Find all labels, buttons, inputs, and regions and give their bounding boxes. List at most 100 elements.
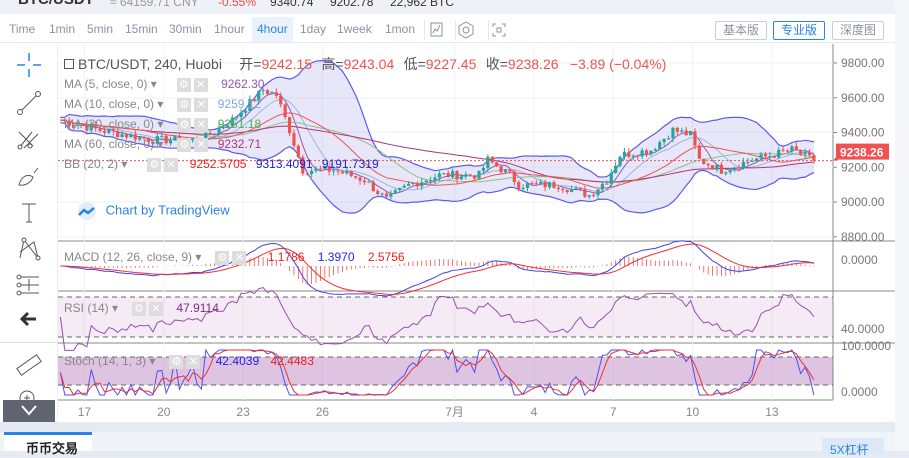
candle-body [340,171,345,174]
candle [318,165,322,171]
close-icon[interactable]: ✕ [186,354,201,369]
candle-body [367,181,371,183]
chart-panel [0,14,895,422]
tab-spot-trading[interactable]: 币币交易 [4,432,92,456]
low-label: 低= [403,56,426,72]
candle-body [371,181,375,192]
candle-body [265,90,270,94]
candle-body [415,183,419,187]
gear-icon[interactable]: ⚙ [132,301,147,316]
fullscreen-icon[interactable] [488,20,508,40]
interval-1min[interactable]: 1min [49,22,76,36]
brush-icon[interactable] [14,161,44,191]
measure-lines-icon[interactable] [14,270,44,300]
candle [433,173,437,184]
gear-icon[interactable]: ⚙ [177,97,192,112]
candle-body [486,156,490,168]
candle-body [120,134,124,138]
macd-signal-line [60,243,814,295]
close-icon[interactable]: ✕ [149,301,164,316]
candle [191,138,195,143]
close-icon[interactable]: ✕ [194,117,209,132]
date-tick: 10 [686,405,700,419]
interval-1week[interactable]: 1week [337,22,372,36]
close-icon[interactable]: ✕ [232,250,247,265]
gear-icon[interactable]: ⚙ [177,137,192,152]
candle [768,151,772,161]
candle [340,169,345,174]
leverage-button[interactable]: 5X杠杆 [822,438,884,457]
candle-body [525,183,530,188]
candle-body [543,181,547,188]
date-tick: 4 [531,405,538,419]
interval-4hour[interactable]: 4hour [252,17,293,42]
view-depth-button[interactable]: 深度图 [832,21,885,40]
candle [265,88,270,96]
candle-body [684,130,688,136]
candle-body [442,173,446,175]
gear-icon[interactable]: ⚙ [177,117,192,132]
candle-body [614,165,618,173]
ruler-icon[interactable] [14,350,44,380]
candle-body [102,130,107,133]
candle [235,115,239,121]
pattern-icon[interactable] [14,234,44,264]
bollinger-band-fill [60,60,814,214]
candle-body [737,167,741,169]
tradingview-watermark[interactable]: Chart by TradingView [72,202,230,220]
view-pro-button[interactable]: 专业版 [773,21,826,40]
gear-icon[interactable]: ⚙ [169,354,184,369]
candle-body [301,157,305,174]
trend-line-icon[interactable] [14,88,44,118]
gear-icon[interactable]: ⚙ [147,157,162,172]
candle [424,179,428,183]
indicator-icon[interactable] [424,20,444,40]
back-arrow-icon[interactable] [14,304,44,334]
candle [781,146,785,153]
candle [305,173,309,176]
text-tool-icon[interactable] [14,198,44,228]
candle [459,173,464,180]
interval-15min[interactable]: 15min [125,22,158,36]
candle-body [261,90,265,92]
candle [473,175,477,181]
close-icon[interactable]: ✕ [164,157,179,172]
close-icon[interactable]: ✕ [194,97,209,112]
interval-1hour[interactable]: 1hour [214,22,245,36]
crosshair-icon[interactable] [14,50,44,80]
gear-icon[interactable]: ⚙ [215,250,230,265]
candle [80,123,85,126]
close-icon[interactable]: ✕ [193,77,208,92]
candle-body [790,146,794,152]
gear-icon[interactable]: ⚙ [176,77,191,92]
interval-30min[interactable]: 30min [169,22,202,36]
close-icon[interactable]: ✕ [194,137,209,152]
candle-body [671,127,675,139]
candle-body [464,174,468,177]
interval-time[interactable]: Time [9,22,36,36]
candle-body [76,124,80,126]
candle [755,157,759,163]
pitchfork-icon[interactable] [14,124,44,154]
candle-body [230,117,234,126]
interval-1mon[interactable]: 1mon [385,22,416,36]
candle [539,179,543,186]
candle [85,121,89,133]
candle-body [631,155,635,157]
interval-1day[interactable]: 1day [300,22,327,36]
candle-body [561,188,565,191]
candle [257,90,261,104]
collapse-legend-icon[interactable] [64,59,74,69]
candle [415,181,419,190]
collapse-toolbar-button[interactable] [3,400,55,422]
view-basic-button[interactable]: 基本版 [715,21,768,40]
candle [794,142,798,151]
price-tick: 9200.00 [841,160,885,174]
ticker-summary: BTC/USDT ≈ 64159.71 CNY -0.55% 9340.74 9… [0,0,895,14]
interval-5min[interactable]: 5min [87,22,114,36]
candle [481,165,486,174]
candle [702,158,706,165]
settings-icon[interactable] [455,20,475,40]
rsi-axis-tick: 40.0000 [841,322,885,336]
candle-body [398,187,402,191]
